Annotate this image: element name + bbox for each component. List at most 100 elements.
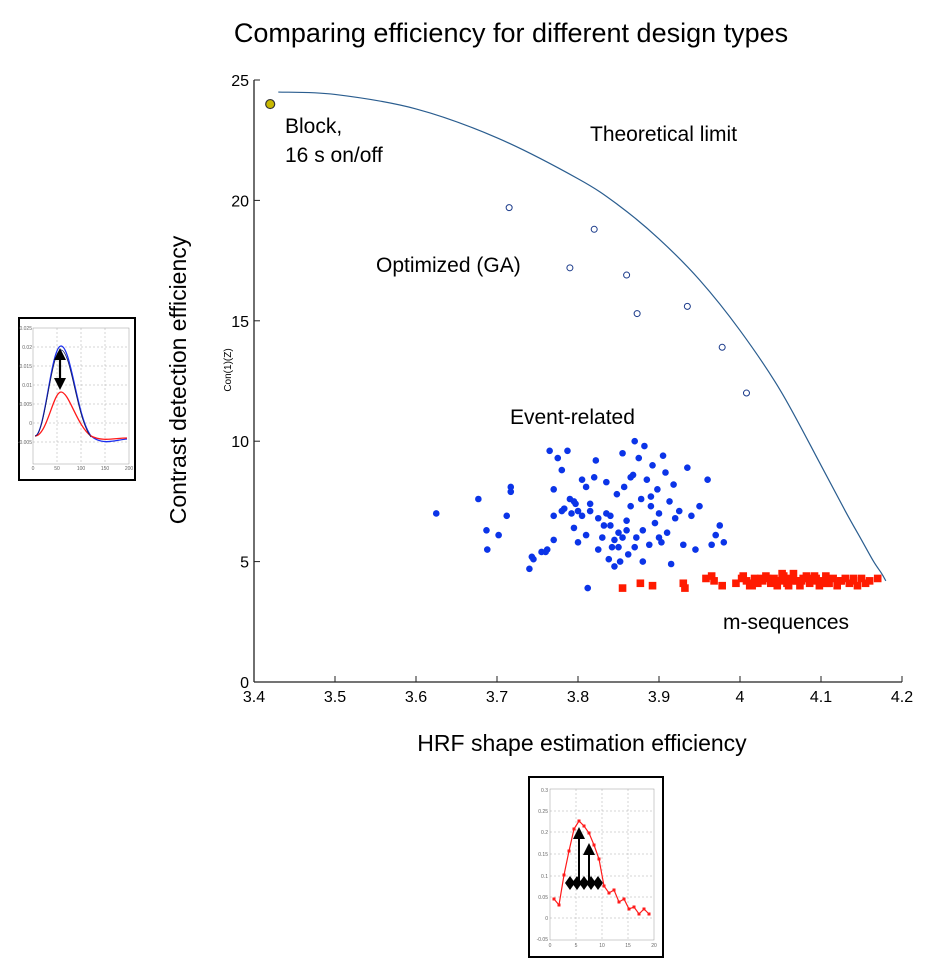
left-inset-xtick: 200 — [125, 466, 134, 472]
event-related-point — [684, 464, 691, 471]
x-tick-label: 3.6 — [405, 689, 427, 706]
left-inset-xtick: 100 — [77, 466, 86, 472]
event-related-point — [708, 541, 715, 549]
bottom-inset-grid — [550, 789, 654, 940]
m-sequence-point — [754, 579, 762, 588]
ga-design-point — [683, 302, 691, 310]
m-sequence-point — [849, 574, 858, 583]
bottom-inset-ytick: 0.15 — [538, 852, 548, 858]
y-tick-label: 15 — [231, 314, 249, 331]
event-related-point — [623, 517, 630, 524]
y-tick-label: 5 — [240, 555, 249, 572]
event-related-point — [495, 531, 502, 539]
event-related-point — [643, 476, 651, 484]
m-sequence-point — [773, 581, 782, 590]
m-sequence-point — [732, 579, 740, 588]
event-related-point — [654, 486, 661, 493]
y-axis-small-label: Con(1)(Z) — [223, 348, 234, 391]
event-related-point — [649, 461, 656, 469]
bottom-inset-ytick: 0.1 — [541, 874, 548, 880]
event-related-point — [507, 483, 515, 491]
ga-design-point — [718, 343, 726, 351]
event-related-point — [568, 510, 575, 517]
event-related-point — [637, 495, 645, 503]
left-inset-ytick: 0.02 — [22, 345, 32, 351]
event-related-point — [594, 546, 602, 553]
m-sequence-point — [710, 577, 718, 585]
m-sequence-point — [707, 572, 716, 580]
event-related-point — [692, 546, 699, 553]
event-related-point — [633, 534, 640, 541]
theoretical-limit-line — [278, 91, 887, 582]
event-related-point — [663, 529, 671, 537]
bottom-inset-arrow-up-icon — [583, 843, 595, 855]
event-related-point — [526, 565, 533, 573]
event-related-point — [608, 543, 616, 551]
event-related-point — [619, 534, 626, 541]
x-tick-label: 3.9 — [648, 689, 670, 706]
left-inset-xtick: 50 — [54, 466, 60, 472]
event-related-point — [586, 500, 594, 508]
m-sequence-point — [763, 574, 772, 583]
y-ticks: 0 5 10 15 20 25 — [231, 73, 260, 692]
x-tick-label: 3.7 — [486, 689, 508, 706]
x-ticks: 3.4 3.5 3.6 3.7 3.8 3.9 4 4.1 4.2 — [243, 676, 913, 706]
bottom-inset-ytick: 0.2 — [541, 830, 548, 836]
event-related-point — [616, 558, 624, 565]
bottom-inset-thumbnail: 0.3 0.25 0.2 0.15 0.1 0.05 0 -0.05 0 5 1… — [528, 776, 664, 958]
m-sequence-point — [789, 569, 798, 578]
event-related-point — [530, 555, 537, 563]
event-related-point — [651, 519, 659, 527]
event-related-point — [605, 555, 613, 563]
event-related-point — [558, 507, 566, 515]
event-related-point — [590, 474, 598, 481]
m-sequence-point — [636, 579, 645, 588]
m-sequence-point — [796, 581, 804, 590]
event-related-point — [620, 483, 628, 491]
m-sequence-point — [679, 579, 688, 588]
event-related-point — [716, 522, 724, 529]
event-related-point — [570, 524, 578, 532]
event-related-point — [550, 536, 557, 544]
event-related-point — [627, 502, 634, 510]
bottom-inset-ytick: 0 — [545, 916, 548, 922]
m-sequence-point — [739, 572, 748, 580]
event-related-point — [584, 584, 592, 592]
left-inset-ytick: -0.005 — [18, 440, 32, 446]
event-related-point — [592, 457, 600, 464]
event-related-point — [615, 529, 622, 537]
bottom-inset-xtick: 15 — [625, 943, 631, 949]
y-tick-label: 0 — [240, 675, 249, 692]
data-marks — [265, 98, 882, 592]
event-related-point — [574, 539, 582, 546]
event-related-point — [611, 536, 618, 544]
bottom-inset-ytick: -0.05 — [537, 937, 549, 943]
left-inset-ytick: 0.015 — [19, 364, 32, 370]
event-related-point — [662, 469, 669, 476]
event-related-point — [613, 490, 621, 498]
bottom-inset-red-points — [552, 819, 651, 916]
m-sequence-point — [778, 569, 786, 578]
event-related-point — [432, 510, 440, 517]
event-related-point — [507, 488, 515, 496]
event-related-point — [483, 526, 490, 534]
bottom-inset-xtick: 10 — [599, 943, 605, 949]
event-related-point — [550, 512, 557, 520]
event-related-point — [631, 543, 638, 551]
ga-design-point — [633, 310, 641, 318]
bottom-inset-xtick: 20 — [651, 943, 657, 949]
x-tick-label: 3.4 — [243, 689, 265, 706]
event-related-point — [631, 437, 638, 445]
event-related-point — [647, 502, 655, 510]
event-related-point — [554, 454, 562, 462]
m-sequence-point — [748, 581, 756, 590]
event-related-point — [671, 514, 679, 522]
m-sequence-point — [861, 579, 870, 588]
left-inset-arrow-down-icon — [54, 378, 66, 390]
m-sequence-point — [771, 577, 780, 585]
ga-design-point — [505, 204, 513, 212]
event-related-point — [667, 560, 675, 568]
event-related-point — [655, 534, 663, 541]
event-related-point — [623, 526, 630, 534]
